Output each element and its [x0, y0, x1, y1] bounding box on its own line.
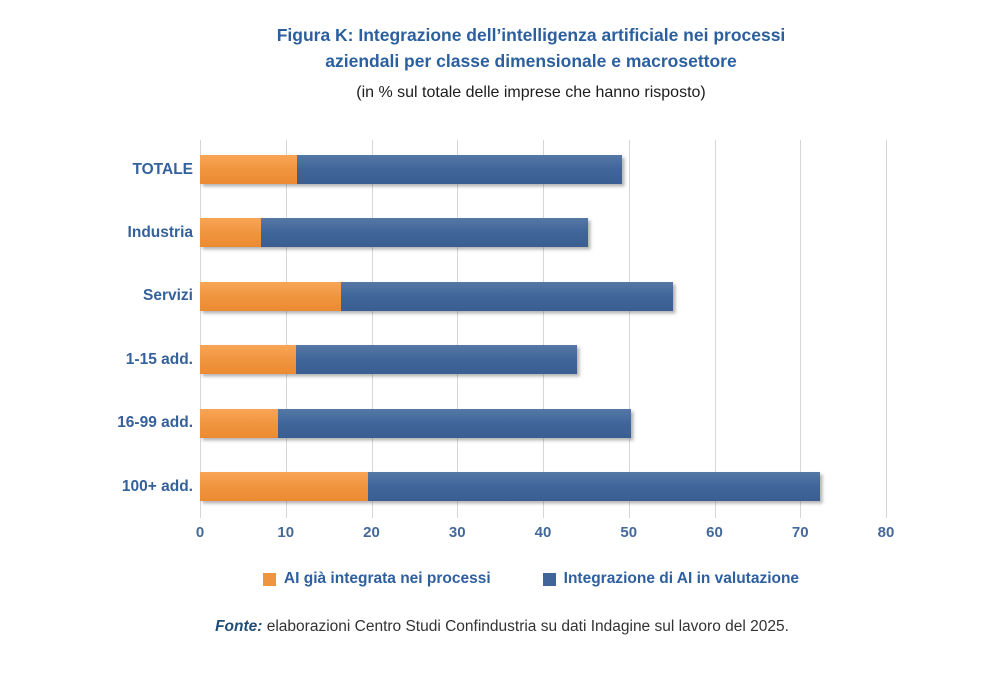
bar-segment-ai-valutazione [341, 281, 674, 311]
bar-segment-ai-valutazione [296, 155, 622, 184]
gridline-70 [800, 140, 802, 518]
bar-segment-ai-integrata [200, 472, 369, 502]
bar-row-1-15-add [200, 345, 578, 375]
x-tick-label-60: 60 [706, 524, 723, 541]
chart-title-line2: aziendali per classe dimensionale e macr… [325, 51, 737, 71]
gridline-10 [285, 140, 287, 518]
gridline-50 [628, 140, 630, 518]
legend-swatch-ai-integrata [262, 572, 276, 586]
x-tick-label-80: 80 [877, 524, 895, 541]
x-tick-label-40: 40 [534, 524, 552, 541]
bar-row-servizi [200, 281, 674, 311]
gridline-80 [886, 140, 887, 518]
source-text: elaborazioni Centro Studi Confindustria … [262, 618, 789, 635]
x-tick-label-10: 10 [277, 524, 295, 541]
category-axis: TOTALE Industria Servizi 1-15 add. 16-99 add… [0, 140, 193, 518]
x-tick-label-30: 30 [448, 524, 466, 541]
bar-segment-ai-valutazione [368, 472, 820, 502]
chart-header: Figura K: Integrazione dell’intelligenza… [58, 22, 1004, 105]
bar-row-100-add [200, 472, 820, 502]
plot-area [200, 140, 887, 518]
x-tick-label-20: 20 [363, 524, 380, 541]
category-label-servizi: Servizi [143, 287, 193, 305]
x-tick-label-50: 50 [620, 524, 638, 541]
x-tick-label-70: 70 [791, 524, 809, 541]
bar-segment-ai-integrata [200, 281, 342, 311]
legend-label-ai-valutazione: Integrazione di AI in valutazione [563, 570, 800, 587]
legend-label-ai-integrata: AI già integrata nei processi [283, 570, 491, 587]
gridline-20 [371, 140, 373, 518]
source-label: Fonte: [215, 618, 263, 635]
gridline-0 [200, 140, 201, 518]
bar-row-totale [200, 155, 622, 184]
legend-item-ai-integrata: AI già integrata nei processi [262, 570, 491, 588]
category-label-industria: Industria [127, 223, 193, 241]
legend: AI già integrata nei processi Integrazion… [58, 570, 1004, 588]
x-axis: 0 10 20 30 40 50 60 70 80 [196, 524, 895, 548]
bar-segment-ai-integrata [200, 155, 297, 184]
x-tick-label-0: 0 [195, 524, 205, 541]
bar-row-16-99-add [200, 408, 632, 438]
bar-segment-ai-integrata [200, 218, 261, 248]
chart-subtitle: (in % sul totale delle imprese che hanno… [356, 84, 706, 101]
bar-segment-ai-valutazione [296, 345, 578, 375]
category-label-16-99-add: 16-99 add. [117, 414, 193, 432]
source-note: Fonte: elaborazioni Centro Studi Confind… [0, 618, 1004, 636]
category-label-100-add: 100+ add. [121, 477, 193, 495]
category-label-1-15-add: 1-15 add. [125, 350, 193, 368]
gridline-30 [457, 140, 459, 518]
gridline-60 [714, 140, 716, 518]
bar-segment-ai-valutazione [260, 218, 588, 248]
bar-segment-ai-integrata [200, 408, 279, 438]
gridline-40 [543, 140, 544, 518]
bar-segment-ai-valutazione [278, 408, 632, 438]
category-label-totale: TOTALE [132, 160, 193, 178]
bar-segment-ai-integrata [200, 345, 297, 375]
legend-swatch-ai-valutazione [542, 572, 556, 586]
chart-title-line1: Figura K: Integrazione dell’intelligenza… [276, 25, 786, 45]
bar-row-industria [200, 218, 588, 248]
legend-item-ai-valutazione: Integrazione di AI in valutazione [542, 570, 800, 588]
